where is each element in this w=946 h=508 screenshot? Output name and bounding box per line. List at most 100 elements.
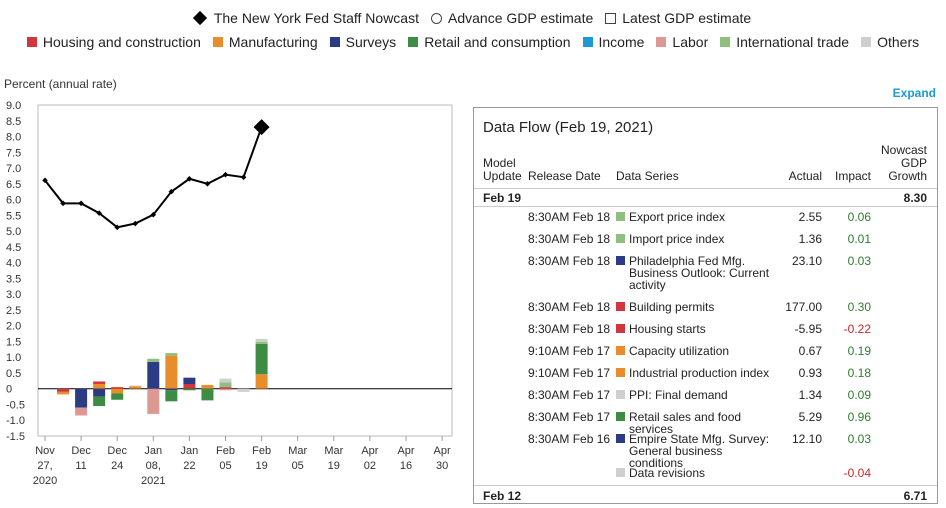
- legend-swatch-icon: [656, 37, 667, 47]
- impact-value: 0.01: [847, 232, 871, 246]
- x-tick-label: Jan: [181, 445, 199, 457]
- contribution-bar: [219, 388, 232, 391]
- x-tick-label: 2021: [141, 475, 165, 487]
- contribution-bar: [111, 387, 124, 389]
- impact-value: 0.19: [847, 344, 871, 358]
- x-tick-label: 11: [75, 460, 86, 472]
- nowcast-point: [204, 181, 211, 187]
- y-tick-label: 9.0: [6, 100, 21, 112]
- expand-link[interactable]: Expand: [892, 86, 936, 100]
- col-model-update-l1: Model: [483, 156, 516, 170]
- x-tick-label: 19: [255, 460, 267, 472]
- legend-swatch-icon: [212, 37, 223, 47]
- square-icon: [605, 12, 617, 24]
- group-date: Feb 19: [483, 191, 522, 205]
- release-date: 8:30AM Feb 18: [528, 254, 611, 268]
- y-tick-label: 6.5: [6, 179, 21, 191]
- legend-category-label: Surveys: [345, 34, 397, 50]
- impact-value: -0.04: [843, 466, 871, 480]
- col-nowcast-l2: GDP: [900, 156, 927, 170]
- contribution-bar: [165, 390, 178, 402]
- legend-category[interactable]: Labor: [656, 34, 708, 50]
- x-tick-label: 2020: [33, 475, 57, 487]
- legend-swatch-icon: [329, 37, 340, 47]
- contribution-bar: [165, 353, 178, 356]
- legend-latest-label: Latest GDP estimate: [622, 10, 752, 26]
- contribution-bar: [129, 385, 142, 387]
- legend-category-label: Others: [877, 34, 920, 50]
- legend-category[interactable]: Income: [582, 34, 644, 50]
- actual-value: 0.67: [798, 344, 822, 358]
- contribution-bar: [75, 407, 88, 416]
- contribution-bar: [93, 383, 106, 389]
- col-nowcast-l1: Nowcast: [880, 143, 927, 157]
- legend-category-label: Retail and consumption: [424, 34, 571, 50]
- data-series: Housing starts: [629, 322, 706, 336]
- legend-advance-label: Advance GDP estimate: [448, 10, 594, 26]
- group-growth: 6.71: [903, 489, 927, 503]
- category-square-icon: [616, 212, 625, 221]
- nowcast-chart: 9.0 8.5 8.0 7.5 7.0 6.5 6.0 5.5 5.0 4.5 4.0 3.5 3.0 2…: [6, 100, 453, 487]
- category-legend: Housing and construction Manufacturing Sur…: [0, 34, 946, 50]
- category-square-icon: [616, 368, 625, 377]
- legend-nowcast[interactable]: The New York Fed Staff Nowcast: [192, 10, 419, 26]
- contribution-bar: [255, 343, 268, 375]
- contribution-bar: [111, 393, 124, 400]
- contribution-bar: [219, 387, 232, 389]
- legend-category-label: International trade: [736, 34, 850, 50]
- legend-swatch-icon: [408, 37, 419, 47]
- legend-swatch-icon: [720, 37, 731, 47]
- legend-category[interactable]: Surveys: [329, 34, 397, 50]
- col-nowcast: Nowcast GDP Growth: [881, 144, 927, 183]
- contribution-bar: [183, 377, 196, 384]
- x-tick-label: Dec: [107, 445, 127, 457]
- nowcast-point: [240, 174, 247, 180]
- impact-value: 0.96: [847, 410, 871, 424]
- x-tick-label: Nov: [35, 445, 55, 457]
- legend-category[interactable]: Manufacturing: [212, 34, 318, 50]
- release-date: 8:30AM Feb 18: [528, 210, 611, 224]
- category-square-icon: [616, 302, 625, 311]
- legend-category[interactable]: International trade: [720, 34, 849, 50]
- col-impact: Impact: [834, 169, 871, 183]
- category-square-icon: [616, 390, 625, 399]
- contribution-bar: [129, 386, 142, 389]
- data-series: Empire State Mfg. Survey: General busine…: [629, 432, 770, 470]
- x-tick-label: Mar: [324, 445, 343, 457]
- legend-latest-gdp[interactable]: Latest GDP estimate: [605, 10, 751, 26]
- contribution-bar: [147, 361, 160, 389]
- group-divider: [474, 206, 937, 207]
- x-tick-label: Apr: [361, 445, 378, 457]
- contribution-bar: [57, 388, 70, 392]
- data-series: Capacity utilization: [629, 344, 730, 358]
- data-flow-title: Data Flow (Feb 19, 2021): [483, 119, 654, 136]
- contribution-bar: [183, 388, 196, 391]
- contribution-bar: [147, 358, 160, 362]
- y-tick-label: 0: [6, 384, 12, 396]
- y-tick-label: -1.5: [6, 431, 25, 443]
- x-tick-label: Apr: [397, 445, 414, 457]
- x-tick-label: 16: [400, 460, 412, 472]
- legend-category[interactable]: Others: [861, 34, 919, 50]
- legend-advance-gdp[interactable]: Advance GDP estimate: [431, 10, 593, 26]
- x-tick-label: Feb: [252, 445, 271, 457]
- y-tick-label: 3.0: [6, 289, 21, 301]
- legend-category[interactable]: Retail and consumption: [408, 34, 571, 50]
- data-series: Data revisions: [629, 466, 706, 480]
- group-divider: [474, 485, 937, 486]
- actual-value: 2.55: [798, 210, 822, 224]
- nowcast-point: [132, 220, 139, 227]
- contribution-bar: [93, 396, 106, 407]
- y-tick-label: -0.5: [6, 399, 25, 411]
- nowcast-point: [114, 224, 120, 231]
- legend-category[interactable]: Housing and construction: [26, 34, 201, 50]
- col-model-update: Model Update: [483, 157, 522, 183]
- y-tick-label: 4.0: [6, 258, 21, 270]
- x-tick-label: 22: [183, 460, 195, 472]
- impact-value: 0.06: [847, 210, 871, 224]
- release-date: 8:30AM Feb 17: [528, 410, 611, 424]
- x-tick-label: Mar: [288, 445, 307, 457]
- nowcast-point: [96, 210, 102, 216]
- y-tick-label: 1.0: [6, 352, 21, 364]
- legend-category-label: Labor: [672, 34, 709, 50]
